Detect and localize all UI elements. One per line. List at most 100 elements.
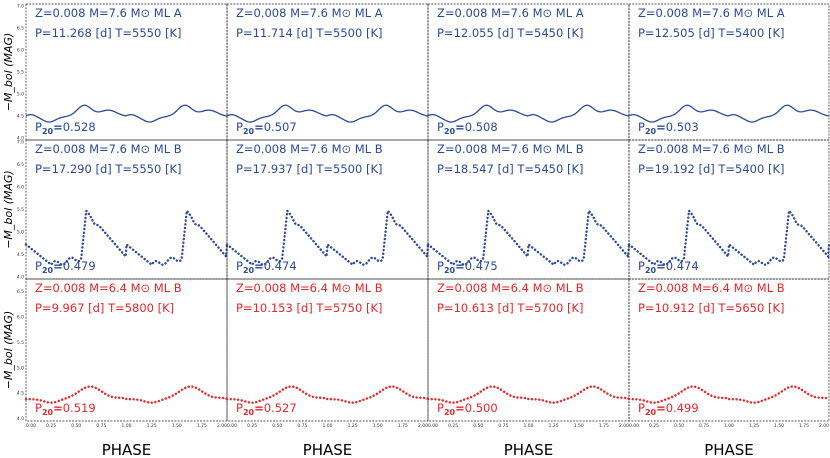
panel-frame <box>628 278 830 422</box>
panel-p20-label: P20=0.508 <box>437 120 498 136</box>
panel-model-label: Z=0.008 M=7.6 M⊙ ML A <box>437 6 584 20</box>
x-tick-label: 1.00 <box>121 423 131 429</box>
x-axis-label: PHASE <box>704 441 754 458</box>
y-tick-label: 4.5 <box>17 252 24 258</box>
y-tick-label: 7.0 <box>17 4 24 10</box>
x-tick-label: 2.00 <box>619 423 629 429</box>
x-tick-label: 0.50 <box>473 423 483 429</box>
panel-model-label: Z=0.008 M=7.6 M⊙ ML A <box>236 6 383 20</box>
y-axis-label: −M_bol (MAG) <box>2 311 15 390</box>
y-tick-label: 5.5 <box>17 207 24 213</box>
panel-model-label: Z=0.008 M=6.4 M⊙ ML B <box>638 281 785 295</box>
x-tick-label: 0.00 <box>629 423 639 429</box>
y-tick-label: 4.5 <box>17 391 24 397</box>
y-axis-label: −M_bol (MAG) <box>2 33 15 112</box>
panel-p20-label: P20=0.527 <box>236 401 297 417</box>
y-tick-label: 6.0 <box>17 48 24 54</box>
y-tick-label: 6.0 <box>17 185 24 191</box>
x-tick-label: 1.50 <box>574 423 584 429</box>
panel-frame <box>25 139 228 280</box>
x-tick-label: 0.00 <box>26 423 36 429</box>
panel-period-label: P=11.268 [d] T=5550 [K] <box>35 26 182 40</box>
panel-period-label: P=10.153 [d] T=5750 [K] <box>236 301 383 315</box>
y-tick-label: 5.0 <box>17 91 24 97</box>
panel-p20-label: P20=0.474 <box>638 259 699 275</box>
x-tick-label: 1.00 <box>322 423 332 429</box>
x-tick-label: 2.00 <box>217 423 227 429</box>
light-curve-series <box>24 207 229 267</box>
light-curve-series <box>225 385 430 404</box>
panel-model-label: Z=0.008 M=7.6 M⊙ ML A <box>638 6 785 20</box>
y-tick-label: 5.5 <box>17 70 24 76</box>
x-tick-label: 1.50 <box>774 423 784 429</box>
x-axis-label: PHASE <box>102 441 152 458</box>
x-tick-label: 1.25 <box>749 423 759 429</box>
y-tick-label: 6.5 <box>17 289 24 295</box>
x-tick-label: 1.25 <box>147 423 157 429</box>
x-tick-label: 1.75 <box>799 423 809 429</box>
y-tick-label: 4.0 <box>17 416 24 422</box>
y-tick-label: 4.5 <box>17 113 24 119</box>
x-tick-label: 2.00 <box>418 423 428 429</box>
panel-period-label: P=10.613 [d] T=5700 [K] <box>437 301 584 315</box>
panel-model-label: Z=0.008 M=7.6 M⊙ ML B <box>236 142 383 156</box>
panel-p20-label: P20=0.499 <box>638 401 699 417</box>
light-curve-series <box>24 385 229 404</box>
panel-p20-label: P20=0.528 <box>35 120 96 136</box>
panel-period-label: P=9.967 [d] T=5800 [K] <box>35 301 174 315</box>
x-tick-label: 1.50 <box>373 423 383 429</box>
x-tick-label: 0.75 <box>297 423 307 429</box>
panel-period-label: P=10.912 [d] T=5650 [K] <box>638 301 785 315</box>
panel-frame <box>226 139 429 280</box>
light-curve-series <box>426 385 631 404</box>
panel-period-label: P=12.505 [d] T=5400 [K] <box>638 26 785 40</box>
x-tick-label: 0.50 <box>272 423 282 429</box>
panel-period-label: P=17.937 [d] T=5500 [K] <box>236 162 383 176</box>
y-tick-label: 5.0 <box>17 365 24 371</box>
panel-period-label: P=12.055 [d] T=5450 [K] <box>437 26 584 40</box>
y-tick-label: 4.0 <box>17 274 24 280</box>
x-tick-label: 0.50 <box>71 423 81 429</box>
light-curve-series <box>25 104 228 123</box>
x-tick-label: 0.00 <box>428 423 438 429</box>
light-curve-series <box>427 104 630 123</box>
panel-p20-label: P20=0.475 <box>437 259 498 275</box>
y-axis-label: −M_bol (MAG) <box>2 170 15 249</box>
y-tick-label: 6.5 <box>17 26 24 32</box>
panel-p20-label: P20=0.519 <box>35 401 96 417</box>
light-curve-series <box>225 207 430 267</box>
panel-period-label: P=17.290 [d] T=5550 [K] <box>35 162 182 176</box>
x-tick-label: 1.25 <box>549 423 559 429</box>
panel-frame <box>427 3 630 141</box>
panel-p20-label: P20=0.479 <box>35 259 96 275</box>
x-tick-label: 1.75 <box>398 423 408 429</box>
y-tick-label: 7.0 <box>17 140 24 146</box>
x-tick-label: 0.25 <box>247 423 257 429</box>
x-tick-label: 1.75 <box>599 423 609 429</box>
panel-model-label: Z=0.008 M=7.6 M⊙ ML B <box>437 142 584 156</box>
panel-period-label: P=18.547 [d] T=5450 [K] <box>437 162 584 176</box>
x-tick-label: 0.75 <box>699 423 709 429</box>
panel-p20-label: P20=0.500 <box>437 401 498 417</box>
x-axis-label: PHASE <box>504 441 554 458</box>
panel-model-label: Z=0.008 M=7.6 M⊙ ML A <box>35 6 182 20</box>
y-tick-label: 6.0 <box>17 315 24 321</box>
x-tick-label: 1.00 <box>523 423 533 429</box>
x-axis-label: PHASE <box>303 441 353 458</box>
panel-model-label: Z=0.008 M=6.4 M⊙ ML B <box>236 281 383 295</box>
y-tick-label: 5.5 <box>17 340 24 346</box>
panel-p20-label: P20=0.507 <box>236 120 297 136</box>
panel-period-label: P=19.192 [d] T=5400 [K] <box>638 162 785 176</box>
x-tick-label: 0.00 <box>227 423 237 429</box>
light-curve-series <box>627 385 830 404</box>
x-tick-label: 0.50 <box>674 423 684 429</box>
panel-p20-label: P20=0.474 <box>236 259 297 275</box>
x-tick-label: 1.00 <box>724 423 734 429</box>
x-tick-label: 0.25 <box>46 423 56 429</box>
panel-model-label: Z=0.008 M=6.4 M⊙ ML B <box>35 281 182 295</box>
x-tick-label: 2.00 <box>819 423 829 429</box>
light-curve-series <box>226 104 429 123</box>
x-tick-label: 1.25 <box>348 423 358 429</box>
x-tick-label: 0.75 <box>498 423 508 429</box>
